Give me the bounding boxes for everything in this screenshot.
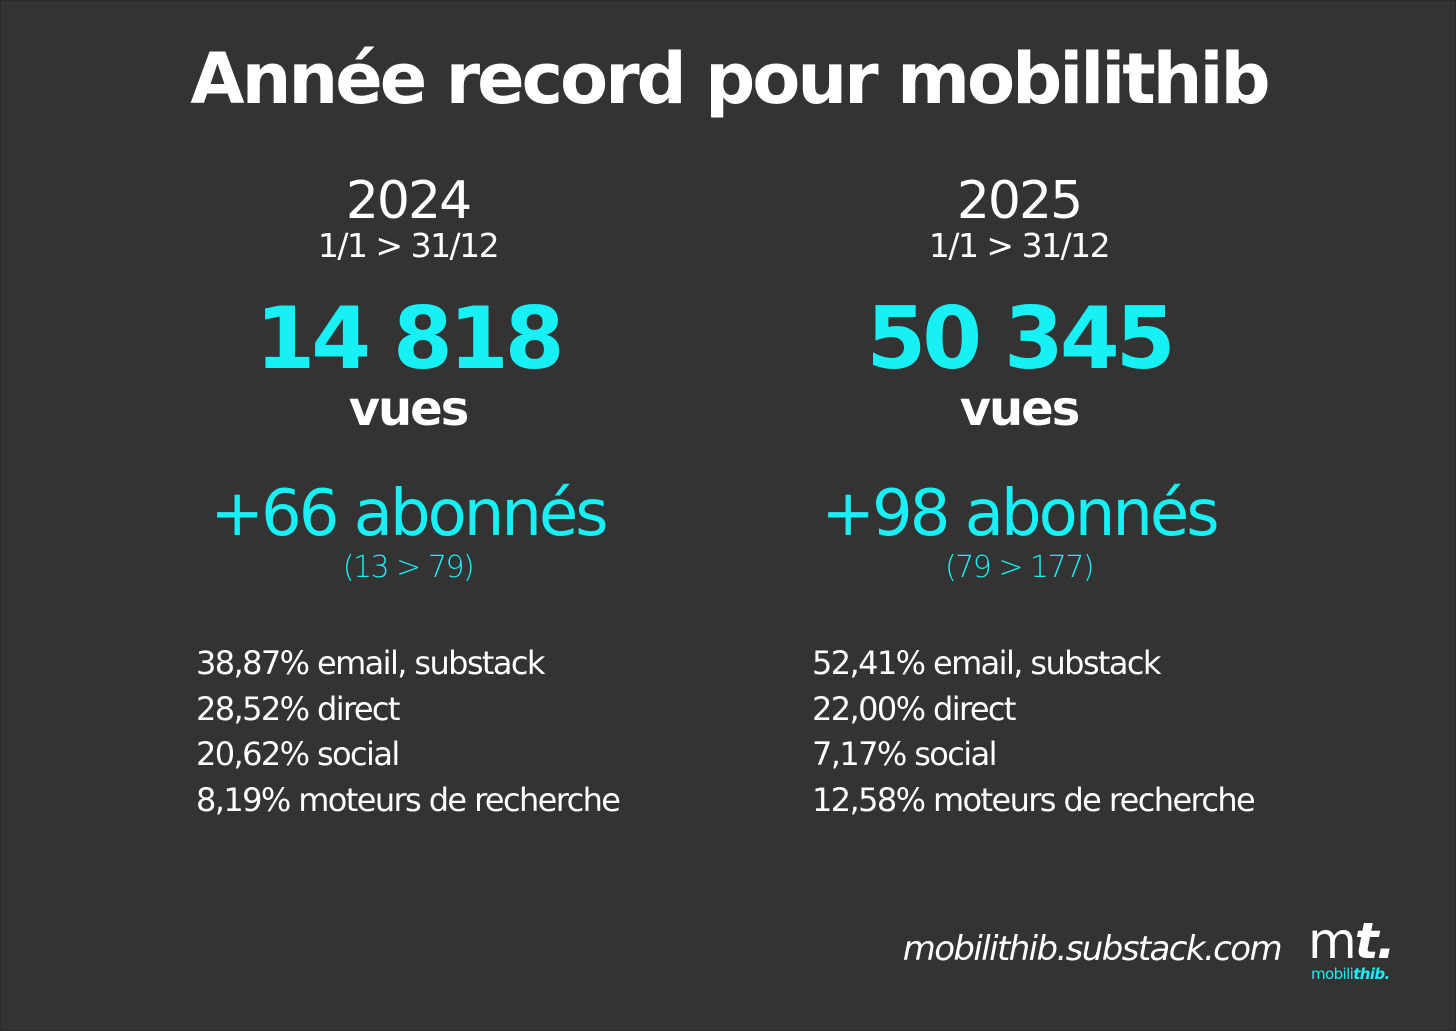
traffic-source-item: 38,87% email, substack xyxy=(196,644,545,682)
date-range: 1/1 > 31/12 xyxy=(317,226,500,265)
traffic-sources-list: 52,41% email, substack 22,00% direct 7,1… xyxy=(812,641,1256,823)
subscribers-range: (79 > 177) xyxy=(944,550,1095,585)
traffic-source-item: 12,58% moteurs de recherche xyxy=(812,780,1256,819)
traffic-source-item: 8,19% moteurs de recherche xyxy=(196,780,621,819)
views-count: 14 818 xyxy=(255,289,564,389)
traffic-source-item: 22,00% direct xyxy=(812,689,1016,728)
traffic-source-item: 7,17% social xyxy=(812,735,997,773)
year-label: 2024 xyxy=(345,171,472,231)
traffic-sources-list: 38,87% email, substack 28,52% direct 20,… xyxy=(196,641,621,823)
logo-mark: mt. xyxy=(1308,912,1396,970)
views-label: vues xyxy=(348,381,470,437)
logo-mark-m: m xyxy=(1308,912,1357,970)
date-range: 1/1 > 31/12 xyxy=(928,226,1111,265)
mobilithib-logo: mt. mobilithib. xyxy=(1308,913,1398,987)
logo-mark-t: t. xyxy=(1354,912,1396,970)
views-count: 50 345 xyxy=(866,289,1175,389)
traffic-source-item: 52,41% email, substack xyxy=(812,644,1161,682)
subscribers-gain: +98 abonnés xyxy=(821,477,1219,551)
traffic-source-item: 20,62% social xyxy=(196,735,400,773)
views-label: vues xyxy=(959,381,1081,437)
footer-url[interactable]: mobilithib.substack.com xyxy=(902,929,1283,969)
logo-wordmark-bold: thib. xyxy=(1353,965,1390,983)
page-title: Année record pour mobilithib xyxy=(190,38,1270,120)
subscribers-gain: +66 abonnés xyxy=(210,477,608,551)
year-label: 2025 xyxy=(956,171,1083,231)
subscribers-range: (13 > 79) xyxy=(342,550,475,585)
logo-wordmark: mobilithib. xyxy=(1311,965,1390,983)
traffic-source-item: 28,52% direct xyxy=(196,689,400,728)
logo-wordmark-light: mobili xyxy=(1311,965,1354,983)
